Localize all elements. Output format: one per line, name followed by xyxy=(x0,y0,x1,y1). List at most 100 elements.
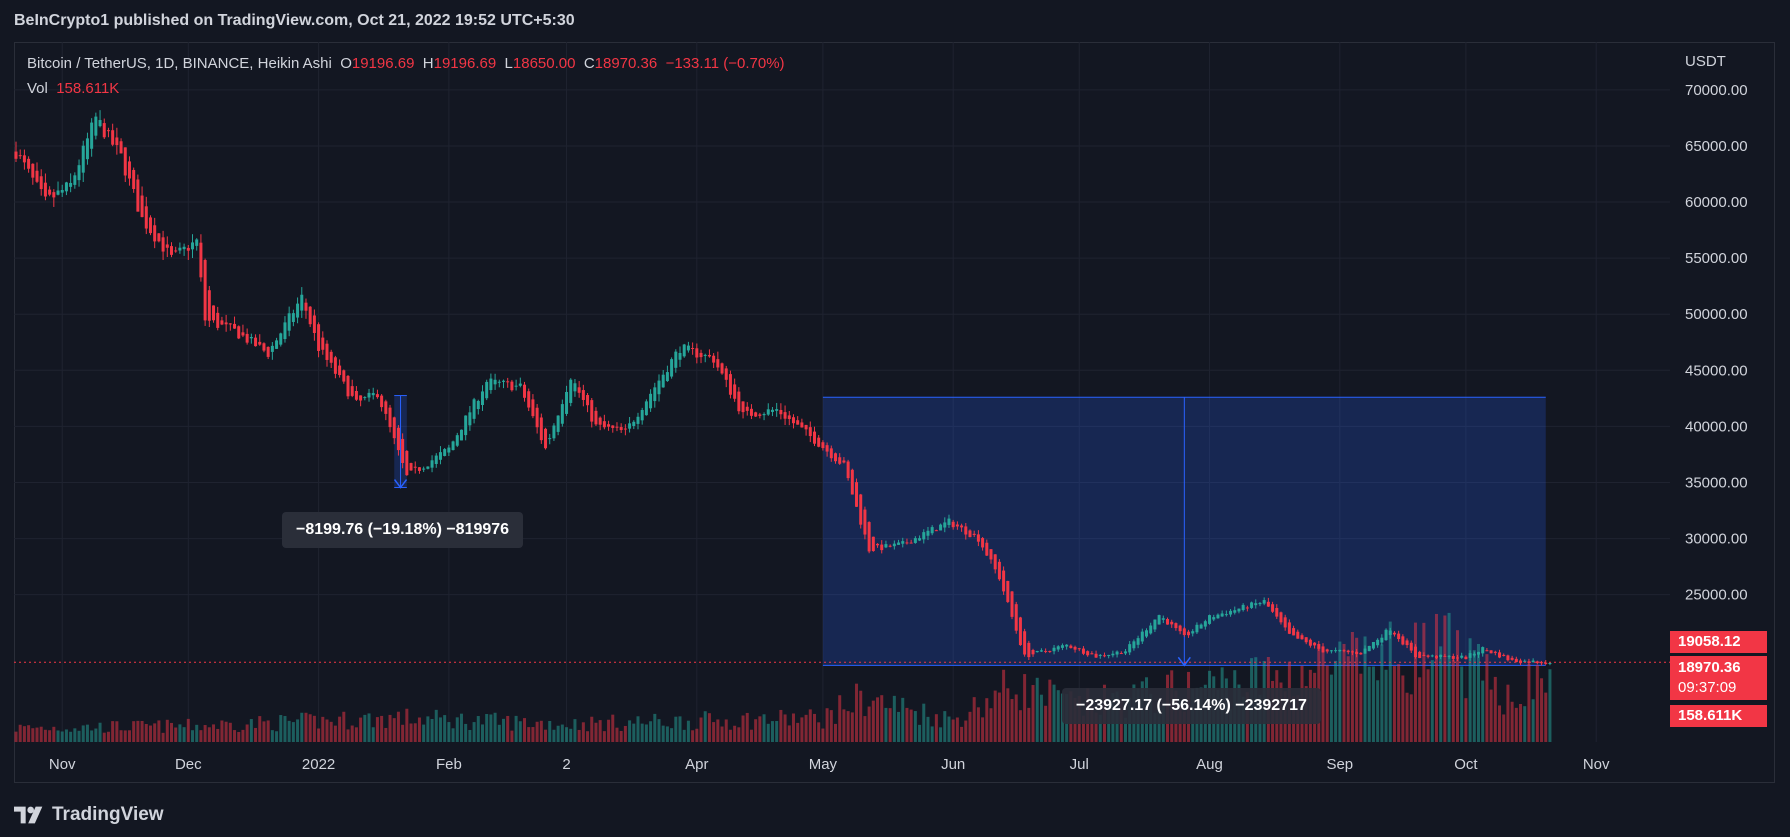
candle-body-103 xyxy=(447,447,451,453)
volume-bar-176 xyxy=(754,719,758,742)
candle-body-352 xyxy=(1493,651,1497,653)
candle-body-206 xyxy=(880,544,884,551)
candle-body-342 xyxy=(1451,656,1455,659)
candle-body-126 xyxy=(544,428,548,449)
candle-body-32 xyxy=(148,217,152,234)
volume-bar-92 xyxy=(401,724,405,742)
candle-body-8 xyxy=(48,189,52,195)
candle-body-177 xyxy=(758,414,762,416)
candle-body-78 xyxy=(342,370,346,382)
volume-bar-154 xyxy=(661,725,665,742)
volume-bar-332 xyxy=(1409,694,1413,742)
candle-body-139 xyxy=(598,417,602,425)
volume-bar-161 xyxy=(691,730,695,742)
candle-body-47 xyxy=(212,305,216,321)
volume-bar-245 xyxy=(1044,705,1048,742)
candle-body-150 xyxy=(644,401,648,416)
candle-body-204 xyxy=(871,536,875,552)
volume-bar-74 xyxy=(325,719,329,742)
volume-bar-211 xyxy=(901,697,905,742)
candle-body-203 xyxy=(867,522,871,552)
volume-bar-135 xyxy=(581,722,585,742)
volume-bar-358 xyxy=(1519,703,1523,742)
volume-bar-357 xyxy=(1514,707,1518,742)
volume-bar-69 xyxy=(304,712,308,742)
candle-body-44 xyxy=(199,242,203,278)
volume-bar-41 xyxy=(186,718,190,742)
volume-bar-150 xyxy=(644,724,648,742)
candle-body-112 xyxy=(485,381,489,399)
price-axis[interactable]: USDT 70000.00 65000.00 60000.00 55000.00 5000… xyxy=(1685,53,1748,604)
candle-body-298 xyxy=(1266,601,1270,607)
price-tag-close: 18970.36 09:37:09 xyxy=(1670,656,1767,700)
candle-body-279 xyxy=(1187,631,1191,636)
candle-body-100 xyxy=(434,455,438,464)
volume-bar-132 xyxy=(569,728,573,742)
candle-body-277 xyxy=(1178,625,1182,632)
candle-body-336 xyxy=(1426,655,1430,657)
candle-body-222 xyxy=(947,518,951,525)
volume-bar-108 xyxy=(468,729,472,742)
volume-bar-11 xyxy=(60,731,64,742)
volume-bar-236 xyxy=(1006,688,1010,742)
volume-bar-26 xyxy=(123,730,127,742)
volume-bar-24 xyxy=(115,721,119,742)
candle-body-58 xyxy=(258,341,262,345)
candle-body-95 xyxy=(413,466,417,468)
candle-body-257 xyxy=(1094,653,1098,658)
volume-bar-156 xyxy=(670,728,674,742)
candle-body-24 xyxy=(115,137,119,146)
volume-bar-90 xyxy=(392,718,396,742)
volume-bar-170 xyxy=(728,729,732,742)
candle-body-64 xyxy=(283,322,287,340)
candle-body-262 xyxy=(1115,651,1119,655)
volume-bar-139 xyxy=(598,720,602,742)
candle-body-87 xyxy=(380,395,384,408)
volume-bar-314 xyxy=(1334,660,1338,742)
measure-label-2[interactable]: −23927.17 (−56.14%) −2392717 xyxy=(1062,688,1321,724)
candle-body-161 xyxy=(691,348,695,350)
candle-body-106 xyxy=(459,429,463,441)
candle-body-55 xyxy=(245,333,249,343)
currency-label: USDT xyxy=(1685,53,1726,70)
candle-body-70 xyxy=(308,306,312,325)
volume-bar-21 xyxy=(102,732,106,742)
candle-body-346 xyxy=(1468,653,1472,658)
candle-body-21 xyxy=(102,123,106,138)
volume-bar-18 xyxy=(90,730,94,742)
volume-bar-360 xyxy=(1527,663,1531,742)
measure-label-1[interactable]: −8199.76 (−19.18%) −819976 xyxy=(282,512,524,548)
time-axis[interactable]: Nov Dec 2022 Feb 2 Apr May Jun Jul Aug Sep Oct Nov xyxy=(49,756,1610,773)
volume-bar-237 xyxy=(1010,699,1014,742)
candle-body-199 xyxy=(850,469,854,495)
candle-body-167 xyxy=(716,359,720,368)
candle-body-11 xyxy=(60,189,64,193)
volume-bar-313 xyxy=(1329,674,1333,742)
volume-bar-216 xyxy=(922,703,926,742)
y-tick-label-9: 25000.00 xyxy=(1685,587,1748,604)
volume-bar-186 xyxy=(796,722,800,742)
y-tick-label-2: 60000.00 xyxy=(1685,194,1748,211)
candle-body-213 xyxy=(909,542,913,544)
candle-body-36 xyxy=(165,244,169,248)
volume-bar-207 xyxy=(884,707,888,742)
volume-bar-203 xyxy=(867,706,871,742)
volume-bar-311 xyxy=(1321,648,1325,742)
candle-body-255 xyxy=(1086,651,1090,656)
candle-body-330 xyxy=(1401,636,1405,645)
candle-body-145 xyxy=(623,428,627,430)
candle-body-163 xyxy=(699,352,703,358)
volume-bar-79 xyxy=(346,729,350,742)
candle-body-221 xyxy=(943,522,947,528)
legend-ohlc: Bitcoin / TetherUS, 1D, BINANCE, Heikin … xyxy=(27,55,785,72)
candle-body-186 xyxy=(796,420,800,425)
candle-body-286 xyxy=(1216,614,1220,619)
volume-bar-142 xyxy=(611,714,615,742)
footer-branding[interactable]: TradingView xyxy=(14,800,164,830)
candle-body-272 xyxy=(1157,615,1161,625)
legend-l-value: 18650.00 xyxy=(512,55,576,72)
volume-bar-195 xyxy=(834,723,838,742)
volume-bar-181 xyxy=(775,720,779,742)
candle-body-6 xyxy=(39,176,43,190)
